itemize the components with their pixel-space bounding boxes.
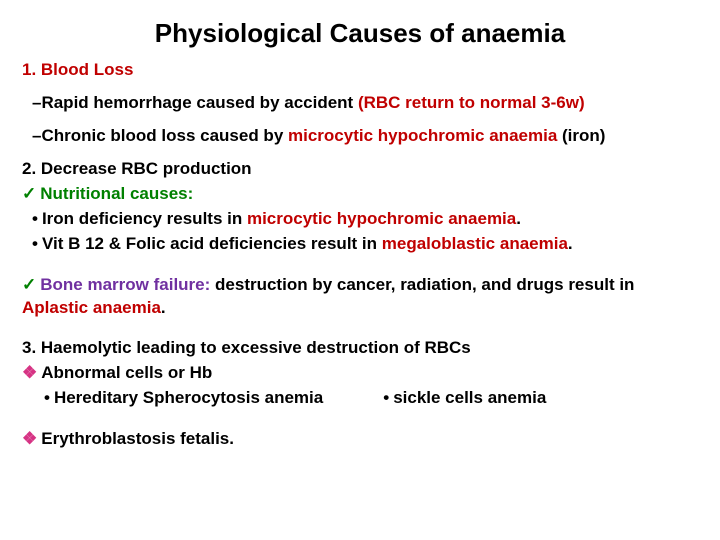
sec2-iron-a: Iron deficiency results in	[42, 209, 247, 228]
sec3-abnormal: Abnormal cells or Hb	[22, 362, 698, 385]
sec2-vit-b: megaloblastic anaemia	[382, 234, 568, 253]
sec1-chronic-c: (iron)	[557, 126, 605, 145]
sec1-chronic: –Chronic blood loss caused by microcytic…	[22, 125, 698, 148]
sec2-bmf-a: destruction by cancer, radiation, and dr…	[210, 275, 634, 294]
sec2-bmf-label: Bone marrow failure:	[40, 275, 210, 294]
sec2-vit-a: Vit B 12 & Folic acid deficiencies resul…	[42, 234, 382, 253]
sec2-vit-c: .	[568, 234, 573, 253]
sec3-hereditary: Hereditary Spherocytosis anemia	[22, 387, 323, 410]
sec3-sickle: sickle cells anemia	[383, 387, 546, 410]
sec1-heading: 1. Blood Loss	[22, 59, 698, 82]
sec2-nutritional: Nutritional causes:	[22, 183, 698, 206]
sec3-abnormal-text: Abnormal cells or Hb	[41, 363, 212, 382]
sec3-eryth-text: Erythroblastosis fetalis.	[41, 429, 234, 448]
sec2-nutritional-text: Nutritional causes:	[40, 184, 193, 203]
sec1-rapid: –Rapid hemorrhage caused by accident (RB…	[22, 92, 698, 115]
sec2-bmf-c: .	[161, 298, 166, 317]
sec1-rapid-a: –Rapid hemorrhage caused by accident	[32, 93, 358, 112]
sec1-rapid-b: (RBC return to normal 3-6w)	[358, 93, 585, 112]
sec1-chronic-b: microcytic hypochromic anaemia	[288, 126, 557, 145]
sec2-vit: Vit B 12 & Folic acid deficiencies resul…	[22, 233, 698, 256]
sec2-iron-b: microcytic hypochromic anaemia	[247, 209, 516, 228]
sec2-bmf: Bone marrow failure: destruction by canc…	[22, 274, 698, 320]
sec2-bmf-b: Aplastic anaemia	[22, 298, 161, 317]
slide-title: Physiological Causes of anaemia	[22, 18, 698, 49]
sec2-iron-c: .	[516, 209, 521, 228]
sec2-heading: 2. Decrease RBC production	[22, 158, 698, 181]
sec1-chronic-a: –Chronic blood loss caused by	[32, 126, 288, 145]
slide-root: Physiological Causes of anaemia 1. Blood…	[0, 0, 720, 540]
sec3-examples-row: Hereditary Spherocytosis anemia sickle c…	[22, 387, 698, 410]
sec2-iron: Iron deficiency results in microcytic hy…	[22, 208, 698, 231]
sec3-heading: 3. Haemolytic leading to excessive destr…	[22, 337, 698, 360]
sec3-eryth: Erythroblastosis fetalis.	[22, 428, 698, 451]
